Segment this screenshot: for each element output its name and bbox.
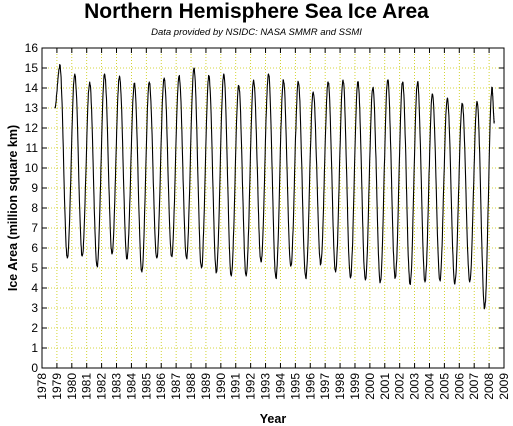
x-tick-label: 2003 [408,373,422,400]
y-tick-label: 16 [25,41,39,55]
grid-layer [42,48,504,368]
y-tick-label: 4 [31,281,38,295]
x-tick-label: 2001 [378,373,392,400]
y-tick-label: 6 [31,241,38,255]
x-tick-label: 2006 [452,373,466,400]
x-tick-label: 1980 [65,373,79,400]
x-tick-label: 1981 [80,373,94,400]
y-tick-label: 8 [31,201,38,215]
y-tick-label: 5 [31,261,38,275]
x-tick-label: 1997 [318,373,332,400]
x-tick-label: 2000 [363,373,377,400]
y-tick-label: 14 [25,81,39,95]
y-tick-label: 7 [31,221,38,235]
x-tick-label: 1987 [169,373,183,400]
x-tick-label: 1994 [273,373,287,400]
x-tick-label: 1978 [35,373,49,400]
x-tick-label: 1995 [288,373,302,400]
series-line-sea-ice-area [54,64,495,310]
y-axis-title: Ice Area (million square km) [6,125,20,291]
y-tick-label: 10 [25,161,39,175]
x-tick-label: 2008 [482,373,496,400]
x-tick-label: 2002 [393,373,407,400]
x-tick-label: 1979 [50,373,64,400]
x-tick-label: 2007 [467,373,481,400]
series-layer [54,64,495,310]
y-tick-label: 2 [31,321,38,335]
y-tick-label: 0 [31,361,38,375]
x-tick-label: 1993 [259,373,273,400]
x-tick-label: 1984 [124,373,138,400]
y-tick-label: 9 [31,181,38,195]
x-tick-label: 1991 [229,373,243,400]
x-tick-label: 2004 [422,373,436,400]
y-tick-label: 1 [31,341,38,355]
y-tick-label: 15 [25,61,39,75]
x-tick-label: 2005 [437,373,451,400]
x-tick-label: 2009 [497,373,511,400]
x-tick-label: 1982 [95,373,109,400]
chart-subtitle: Data provided by NSIDC: NASA SMMR and SS… [151,27,362,38]
x-tick-label: 1999 [348,373,362,400]
y-tick-label: 11 [26,141,39,155]
chart-title: Northern Hemisphere Sea Ice Area [84,0,429,23]
x-tick-label: 1985 [139,373,153,400]
x-tick-label: 1989 [199,373,213,400]
x-tick-label: 1990 [214,373,228,400]
tick-layer [41,47,505,369]
x-axis-title: Year [260,412,287,426]
x-tick-label: 1988 [184,373,198,400]
x-tick-label: 1996 [303,373,317,400]
y-tick-label: 13 [25,101,39,115]
y-tick-label: 12 [25,121,39,135]
x-tick-label: 1983 [110,373,124,400]
y-tick-label: 3 [31,301,38,315]
x-tick-label: 1992 [244,373,258,400]
x-tick-label: 1998 [333,373,347,400]
x-tick-label: 1986 [154,373,168,400]
